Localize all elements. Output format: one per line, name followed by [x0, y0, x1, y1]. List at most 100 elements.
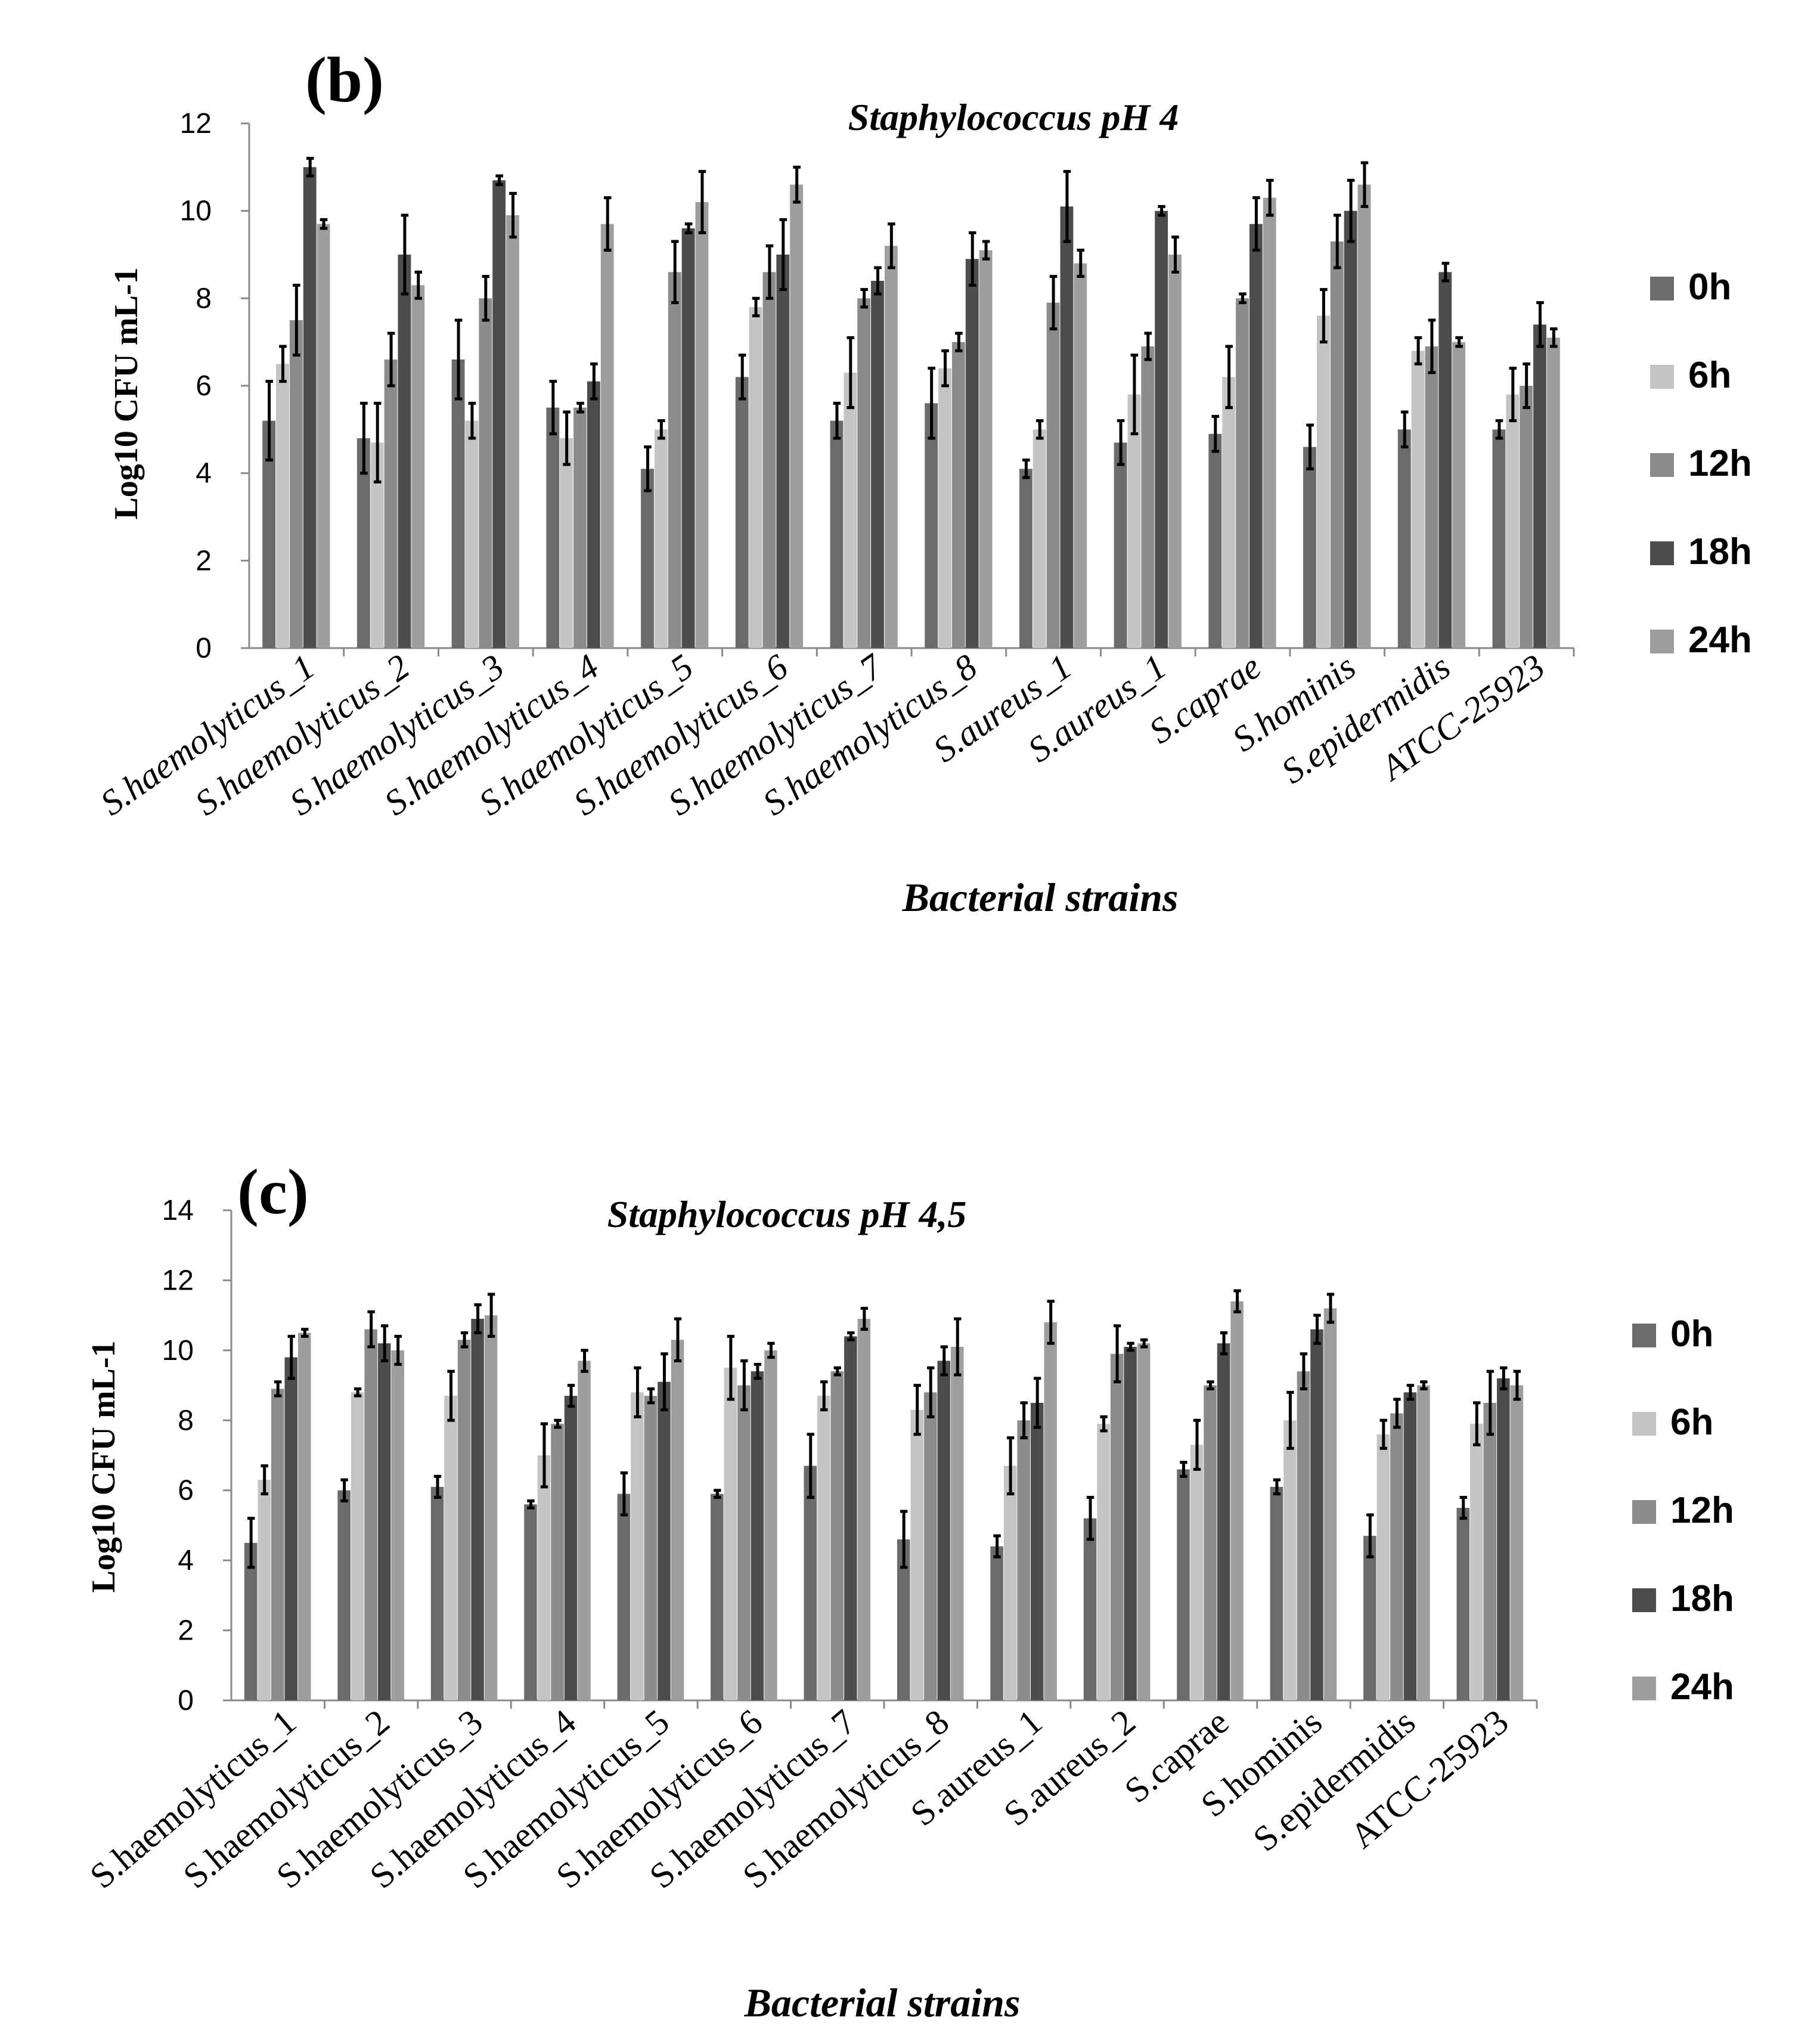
- bar-6h: [1316, 315, 1330, 648]
- panel-label: (b): [305, 45, 384, 116]
- error-bar: [765, 244, 774, 300]
- legend-swatch-24h: [1632, 1677, 1656, 1700]
- chart-title: Staphylococcus pH 4,5: [607, 1193, 967, 1235]
- error-bar: [1513, 1369, 1521, 1401]
- bar-24h: [790, 184, 804, 649]
- bar-18h: [1249, 224, 1263, 649]
- error-bar: [474, 1303, 482, 1334]
- bar-24h: [1230, 1301, 1244, 1700]
- error-bar: [661, 1352, 668, 1412]
- bar-24h: [1417, 1385, 1430, 1700]
- error-bar: [279, 345, 287, 383]
- error-bar: [874, 266, 882, 296]
- error-bar: [1193, 1418, 1201, 1471]
- error-bar: [767, 1341, 775, 1359]
- bar-0h: [711, 1493, 724, 1700]
- bar-6h: [724, 1368, 737, 1700]
- bar-18h: [1060, 206, 1074, 648]
- error-bar: [1035, 419, 1044, 440]
- error-bar: [367, 1310, 375, 1349]
- bar-24h: [951, 1346, 964, 1700]
- error-bar: [807, 1433, 814, 1499]
- bar-24h: [884, 246, 898, 648]
- error-bar: [247, 1517, 255, 1569]
- legend: 0h 6h 12h 18h 24h: [1632, 1313, 1734, 1708]
- bar-6h: [1283, 1420, 1297, 1700]
- bar-6h: [1003, 1465, 1017, 1700]
- error-bar: [401, 213, 409, 296]
- error-bar: [1077, 249, 1085, 278]
- bar-0h: [356, 438, 370, 648]
- y-axis-label: Log10 CFU mL-1: [108, 267, 145, 519]
- bar-0h: [1270, 1486, 1283, 1700]
- bar-12h: [1330, 241, 1344, 648]
- legend-swatch-12h: [1632, 1500, 1656, 1524]
- y-axis-label: Log10 CFU mL-1: [85, 1340, 122, 1592]
- error-bar: [293, 283, 300, 357]
- bar-18h: [377, 1343, 391, 1700]
- bar-6h: [537, 1455, 551, 1700]
- bar-12h: [1046, 302, 1060, 649]
- error-bar: [1047, 1300, 1055, 1345]
- bar-18h: [871, 281, 884, 648]
- error-bar: [847, 1331, 855, 1341]
- bar-12h: [289, 320, 303, 648]
- error-bar: [468, 401, 476, 440]
- bar-12h: [737, 1385, 751, 1700]
- error-bar: [1130, 354, 1139, 436]
- error-bar: [1360, 161, 1369, 208]
- error-bar: [738, 354, 746, 401]
- bar-0h: [641, 469, 654, 648]
- bar-24h: [857, 1319, 871, 1700]
- bar-6h: [654, 429, 668, 648]
- legend: 0h 6h 12h 18h 24h: [1650, 267, 1752, 661]
- bar-18h: [492, 180, 506, 648]
- bar-12h: [1110, 1353, 1124, 1700]
- bar-12h: [384, 360, 398, 648]
- error-bars: [265, 157, 1558, 492]
- error-bar: [373, 401, 382, 484]
- error-bar: [1300, 1352, 1308, 1390]
- bar-0h: [617, 1493, 631, 1700]
- error-bar: [287, 1334, 295, 1380]
- error-bar: [982, 240, 990, 261]
- error-bar: [1252, 196, 1260, 252]
- bar-0h: [1303, 447, 1316, 648]
- error-bars: [247, 1289, 1521, 1569]
- error-bar: [549, 380, 557, 436]
- bar-0h: [925, 403, 938, 648]
- bar-18h: [1030, 1402, 1044, 1700]
- bar-0h: [1114, 442, 1127, 648]
- bar-6h: [1469, 1424, 1483, 1700]
- bar-0h: [1397, 429, 1411, 648]
- bar-12h: [1483, 1402, 1497, 1700]
- error-bar: [955, 331, 963, 352]
- x-axis-label: Bacterial strains: [902, 875, 1179, 920]
- bar-18h: [1124, 1346, 1137, 1700]
- bar-0h: [990, 1546, 1003, 1700]
- bar-18h: [1497, 1378, 1510, 1700]
- y-tick-label: 8: [178, 1405, 194, 1436]
- error-bar: [360, 401, 368, 475]
- chart-panel-c: (c) Staphylococcus pH 4,5 Log10 CFU mL-1…: [82, 1157, 1734, 2025]
- legend-label: 24h: [1670, 1666, 1734, 1708]
- bar-0h: [897, 1539, 910, 1700]
- bar-12h: [271, 1389, 284, 1700]
- error-bar: [527, 1499, 535, 1510]
- error-bar: [1420, 1380, 1428, 1390]
- error-bar: [954, 1317, 962, 1377]
- chart-title: Staphylococcus pH 4: [848, 96, 1179, 138]
- error-bar: [1100, 1415, 1108, 1433]
- error-bar: [740, 1359, 748, 1412]
- error-bar: [860, 1306, 869, 1331]
- bar-12h: [668, 272, 681, 648]
- error-bar: [833, 401, 841, 440]
- error-bar: [1220, 1331, 1228, 1356]
- bar-18h: [564, 1396, 578, 1700]
- bar-18h: [284, 1357, 298, 1700]
- bar-24h: [391, 1350, 404, 1700]
- error-bar: [447, 1369, 455, 1422]
- error-bar: [1500, 1366, 1508, 1390]
- error-bar: [1455, 336, 1463, 348]
